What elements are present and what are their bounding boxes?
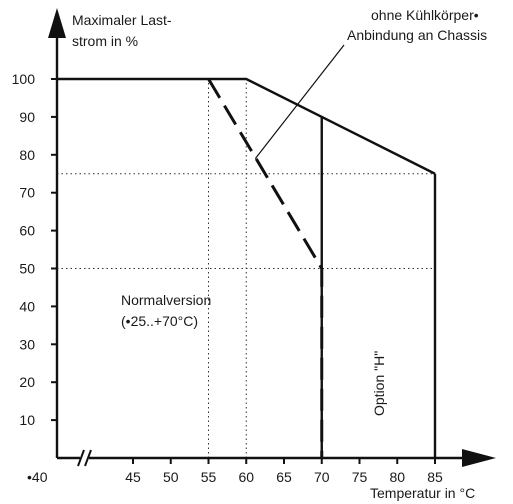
y-tick-label-100: 100: [12, 71, 36, 87]
y-tick-label-10: 10: [19, 412, 35, 428]
y-tick-label-90: 90: [19, 109, 35, 125]
x-tick-label-45: 45: [125, 469, 141, 485]
x-axis-label: Temperatur in °C: [370, 485, 475, 501]
annotation-normal-line-1: Normalversion: [121, 292, 211, 308]
x-axis-arrow: [462, 449, 496, 467]
x-tick-label-55: 55: [201, 469, 217, 485]
x-tick-label-85: 85: [427, 469, 443, 485]
x-tick-label-50: 50: [163, 469, 179, 485]
y-tick-label-40: 40: [19, 298, 35, 314]
annotation-normal-line-2: (•25..+70°C): [121, 313, 198, 329]
y-tick-label-60: 60: [19, 223, 35, 239]
axes: [48, 8, 496, 467]
y-tick-label-80: 80: [19, 147, 35, 163]
annotation-heatsink-line-2: Anbindung an Chassis: [347, 27, 487, 43]
x-tick-label-60: 60: [238, 469, 254, 485]
x-tick-label-80: 80: [389, 469, 405, 485]
y-axis-arrow: [48, 8, 66, 38]
annotation-option-h: Option "H": [371, 351, 387, 416]
x-tick-label-65: 65: [276, 469, 292, 485]
y-axis-label-line-2: strom in %: [72, 33, 138, 49]
x-tick-label-70: 70: [314, 469, 330, 485]
y-axis-label-line-1: Maximaler Last-: [72, 12, 172, 28]
y-tick-label-30: 30: [19, 336, 35, 352]
y-tick-label-50: 50: [19, 261, 35, 277]
x-tick-label-75: 75: [352, 469, 368, 485]
y-tick-label-20: 20: [19, 374, 35, 390]
annotation-heatsink-line-1: ohne Kühlkörper•: [371, 7, 479, 23]
x-tick-label-40: •40: [27, 469, 48, 485]
tick-labels: 10 20 30 40 50 60 70 80 90 100 •40 45 50 55 60 65 70 75 80…: [12, 71, 443, 485]
annotation-pointer-line: [255, 45, 344, 159]
y-tick-label-70: 70: [19, 185, 35, 201]
